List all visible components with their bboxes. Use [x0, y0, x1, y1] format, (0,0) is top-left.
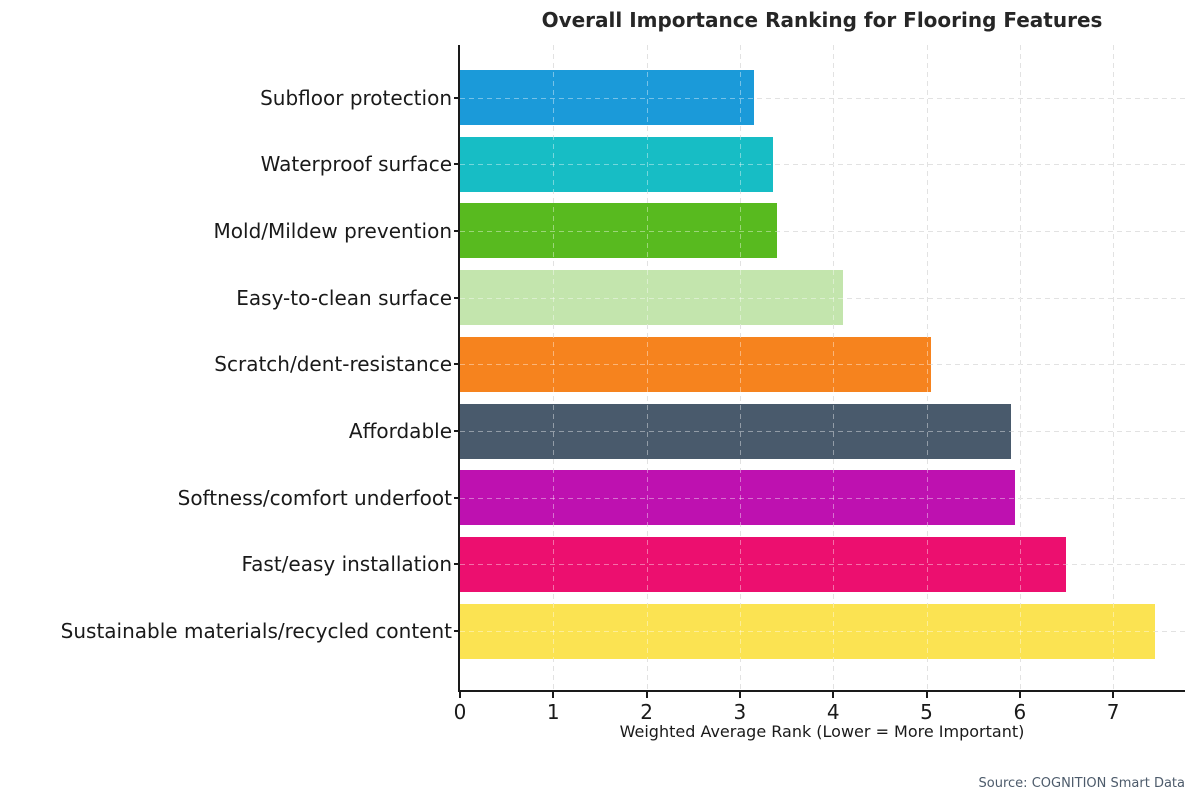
bar-softness-comfort-underfoot — [460, 470, 1016, 526]
horizontal-gridline-overlay-1 — [460, 97, 1185, 99]
bar-affordable — [460, 403, 1011, 459]
y-tick-mark-7 — [454, 496, 460, 499]
horizontal-gridline-overlay-5 — [460, 364, 1185, 366]
horizontal-gridline-overlay-2 — [460, 164, 1185, 166]
x-tick-label-2: 2 — [640, 700, 653, 724]
bar-mold-mildew-prevention — [460, 203, 778, 259]
horizontal-gridline-2 — [460, 164, 1185, 166]
y-tick-label-affordable: Affordable — [348, 419, 452, 443]
x-tick-label-0: 0 — [453, 700, 467, 724]
y-tick-mark-6 — [454, 430, 460, 432]
y-tick-mark-2 — [454, 163, 460, 166]
bar-waterproof-surface — [460, 136, 773, 192]
bar-fast-easy-installation — [460, 536, 1067, 592]
x-tick-mark-4 — [832, 692, 835, 698]
x-tick-mark-3 — [738, 692, 741, 698]
x-tick-mark-2 — [645, 692, 648, 698]
bar-subfloor-protection — [460, 70, 754, 125]
y-tick-label-easy-to-clean-surface: Easy-to-clean surface — [236, 285, 452, 310]
horizontal-gridline-overlay-3 — [460, 230, 1185, 232]
x-axis-label: Weighted Average Rank (Lower = More Impo… — [619, 722, 1025, 741]
y-tick-label-scratch-dent-resistance: Scratch/dent-resistance — [214, 352, 452, 377]
y-tick-mark-8 — [454, 563, 460, 566]
horizontal-gridline-3 — [460, 230, 1185, 232]
y-tick-mark-5 — [454, 363, 460, 366]
y-tick-label-waterproof-surface: Waterproof surface — [260, 152, 452, 177]
horizontal-gridline-overlay-4 — [460, 297, 1185, 299]
chart-title: Overall Importance Ranking for Flooring … — [541, 8, 1103, 32]
x-tick-mark-1 — [552, 692, 555, 698]
source-note: Source: COGNITION Smart Data — [978, 776, 1185, 791]
vertical-gridline-overlay-2 — [646, 45, 648, 690]
x-axis-spine — [458, 690, 1185, 692]
x-tick-label-3: 3 — [733, 700, 747, 724]
y-tick-label-fast-easy-installation: Fast/easy installation — [241, 552, 452, 577]
y-tick-mark-9 — [454, 630, 460, 633]
y-tick-label-mold-mildew-prevention: Mold/Mildew prevention — [213, 218, 452, 243]
bar-scratch-dent-resistance — [460, 336, 932, 392]
vertical-gridline-overlay-7 — [1113, 45, 1115, 690]
x-tick-mark-7 — [1112, 692, 1115, 698]
y-tick-label-sustainable-materials-recycled-content: Sustainable materials/recycled content — [60, 619, 452, 644]
horizontal-gridline-overlay-8 — [460, 564, 1185, 566]
horizontal-gridline-overlay-6 — [460, 431, 1185, 432]
bar-sustainable-materials-recycled-content — [460, 603, 1156, 659]
vertical-gridline-overlay-5 — [926, 45, 928, 690]
y-axis-spine — [458, 45, 460, 692]
y-tick-mark-3 — [454, 229, 460, 232]
x-tick-label-7: 7 — [1106, 700, 1120, 724]
x-tick-mark-0 — [459, 692, 461, 698]
horizontal-gridline-overlay-9 — [460, 631, 1185, 633]
x-tick-mark-5 — [925, 692, 928, 698]
y-tick-label-softness-comfort-underfoot: Softness/comfort underfoot — [177, 485, 452, 510]
x-tick-label-4: 4 — [826, 700, 840, 724]
x-tick-label-1: 1 — [546, 700, 560, 724]
vertical-gridline-overlay-4 — [833, 45, 835, 690]
vertical-gridline-overlay-1 — [553, 45, 555, 690]
vertical-gridline-overlay-6 — [1019, 45, 1021, 690]
horizontal-gridline-1 — [460, 97, 1185, 99]
vertical-gridline-6 — [1019, 45, 1021, 690]
horizontal-gridline-overlay-7 — [460, 497, 1185, 499]
y-tick-mark-4 — [454, 296, 460, 299]
vertical-gridline-overlay-3 — [739, 45, 741, 690]
y-tick-mark-1 — [454, 96, 460, 99]
x-tick-label-5: 5 — [920, 700, 933, 724]
vertical-gridline-7 — [1113, 45, 1115, 690]
y-tick-label-subfloor-protection: Subfloor protection — [260, 85, 452, 110]
x-tick-label-6: 6 — [1013, 700, 1027, 724]
bar-easy-to-clean-surface — [460, 270, 843, 326]
x-tick-mark-6 — [1018, 692, 1021, 698]
